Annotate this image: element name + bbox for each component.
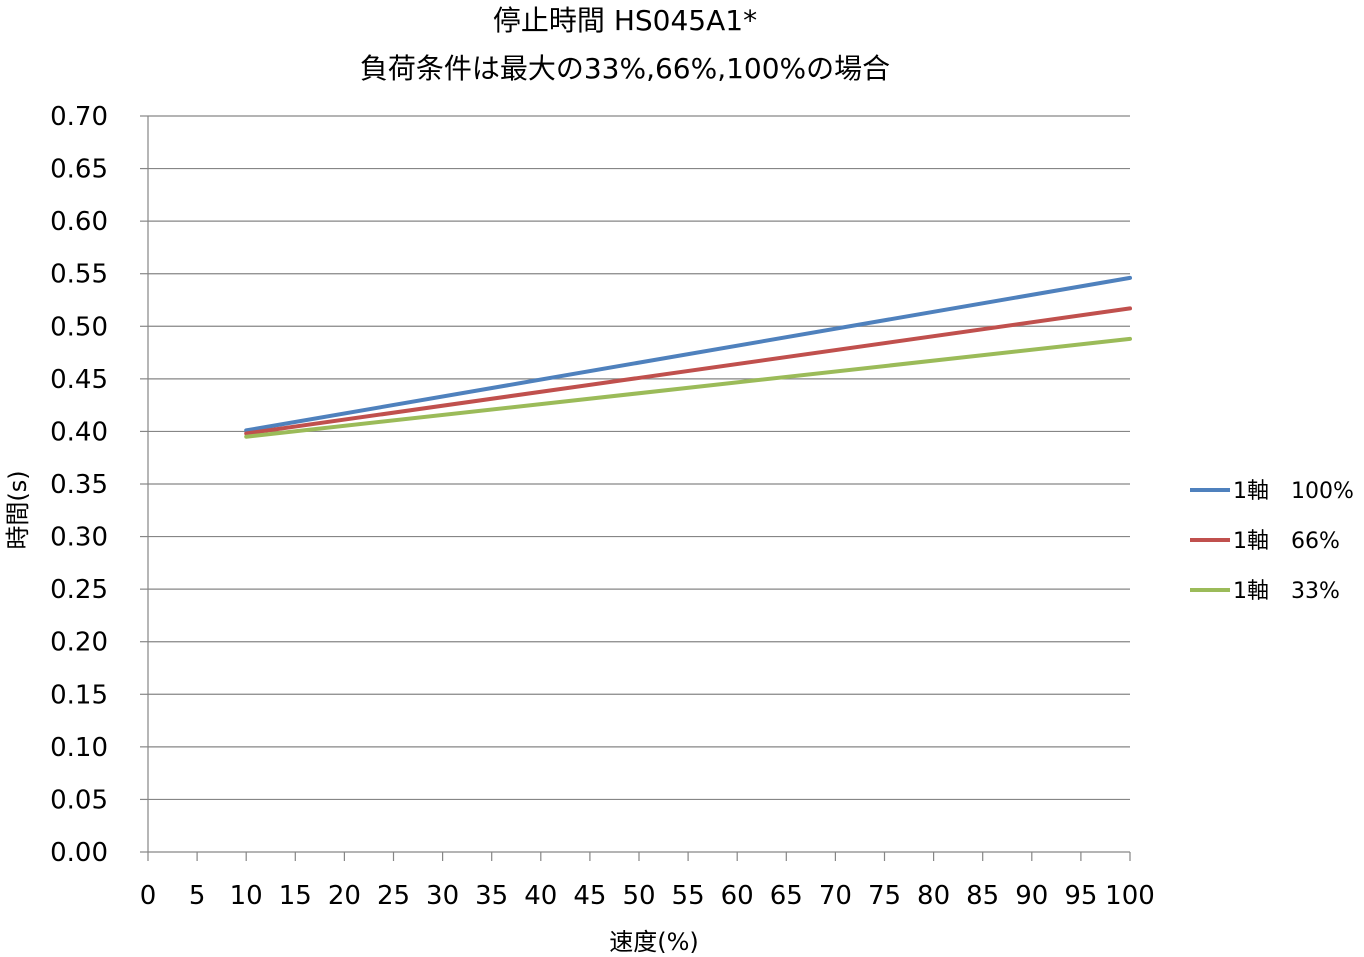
x-tick-label: 25 (377, 881, 410, 911)
y-tick-label: 0.70 (50, 102, 108, 132)
x-tick-label: 35 (475, 881, 508, 911)
y-tick-label: 0.20 (50, 628, 108, 658)
x-tick-label: 10 (230, 881, 263, 911)
x-tick-label: 95 (1064, 881, 1097, 911)
y-tick-label: 0.55 (50, 260, 108, 290)
chart-subtitle: 負荷条件は最大の33%,66%,100%の場合 (360, 52, 890, 85)
x-axis-label: 速度(%) (609, 928, 699, 956)
legend-entry: 1軸 33% (1233, 579, 1340, 604)
y-tick-label: 0.05 (50, 785, 108, 815)
x-tick-label: 90 (1015, 881, 1048, 911)
x-tick-label: 45 (573, 881, 606, 911)
x-tick-label: 60 (721, 881, 754, 911)
x-tick-label: 5 (189, 881, 206, 911)
axes (140, 115, 1131, 861)
legend: 1軸 100% 1軸 66% 1軸 33% (1190, 479, 1354, 604)
y-tick-labels: 0.00 0.05 0.10 0.15 0.20 0.25 0.30 0.35 0.40 0.45… (50, 102, 108, 868)
series-line-3 (244, 336, 1132, 439)
x-tick-label: 85 (966, 881, 999, 911)
y-tick-label: 0.30 (50, 523, 108, 553)
y-tick-label: 0.50 (50, 312, 108, 342)
chart-title: 停止時間 HS045A1* (493, 4, 757, 37)
series-line-2 (244, 306, 1132, 436)
x-tick-label: 70 (819, 881, 852, 911)
y-axis-label: 時間(s) (4, 470, 32, 549)
x-tick-label: 40 (524, 881, 557, 911)
x-tick-label: 65 (770, 881, 803, 911)
x-tick-label: 55 (672, 881, 705, 911)
x-tick-label: 15 (279, 881, 312, 911)
x-tick-label: 0 (140, 881, 157, 911)
x-tick-label: 20 (328, 881, 361, 911)
series-line-1 (244, 275, 1132, 433)
y-tick-label: 0.10 (50, 733, 108, 763)
x-tick-label: 30 (426, 881, 459, 911)
y-tick-label: 0.25 (50, 575, 108, 605)
y-tick-label: 0.45 (50, 365, 108, 395)
x-tick-label: 100 (1105, 881, 1155, 911)
y-tick-label: 0.35 (50, 470, 108, 500)
grid-lines (148, 115, 1130, 801)
x-tick-label: 75 (868, 881, 901, 911)
y-tick-label: 0.15 (50, 680, 108, 710)
x-tick-label: 80 (917, 881, 950, 911)
y-tick-label: 0.40 (50, 417, 108, 447)
x-tick-label: 50 (622, 881, 655, 911)
x-tick-labels: 0 5 10 15 20 25 30 35 40 45 50 55 60 65 70 75 80 85 90 95 10… (140, 881, 1155, 911)
y-tick-label: 0.60 (50, 207, 108, 237)
legend-entry: 1軸 100% (1233, 479, 1354, 504)
y-tick-label: 0.65 (50, 155, 108, 185)
legend-entry: 1軸 66% (1233, 529, 1340, 554)
series-lines (244, 275, 1132, 439)
y-tick-label: 0.00 (50, 838, 108, 868)
